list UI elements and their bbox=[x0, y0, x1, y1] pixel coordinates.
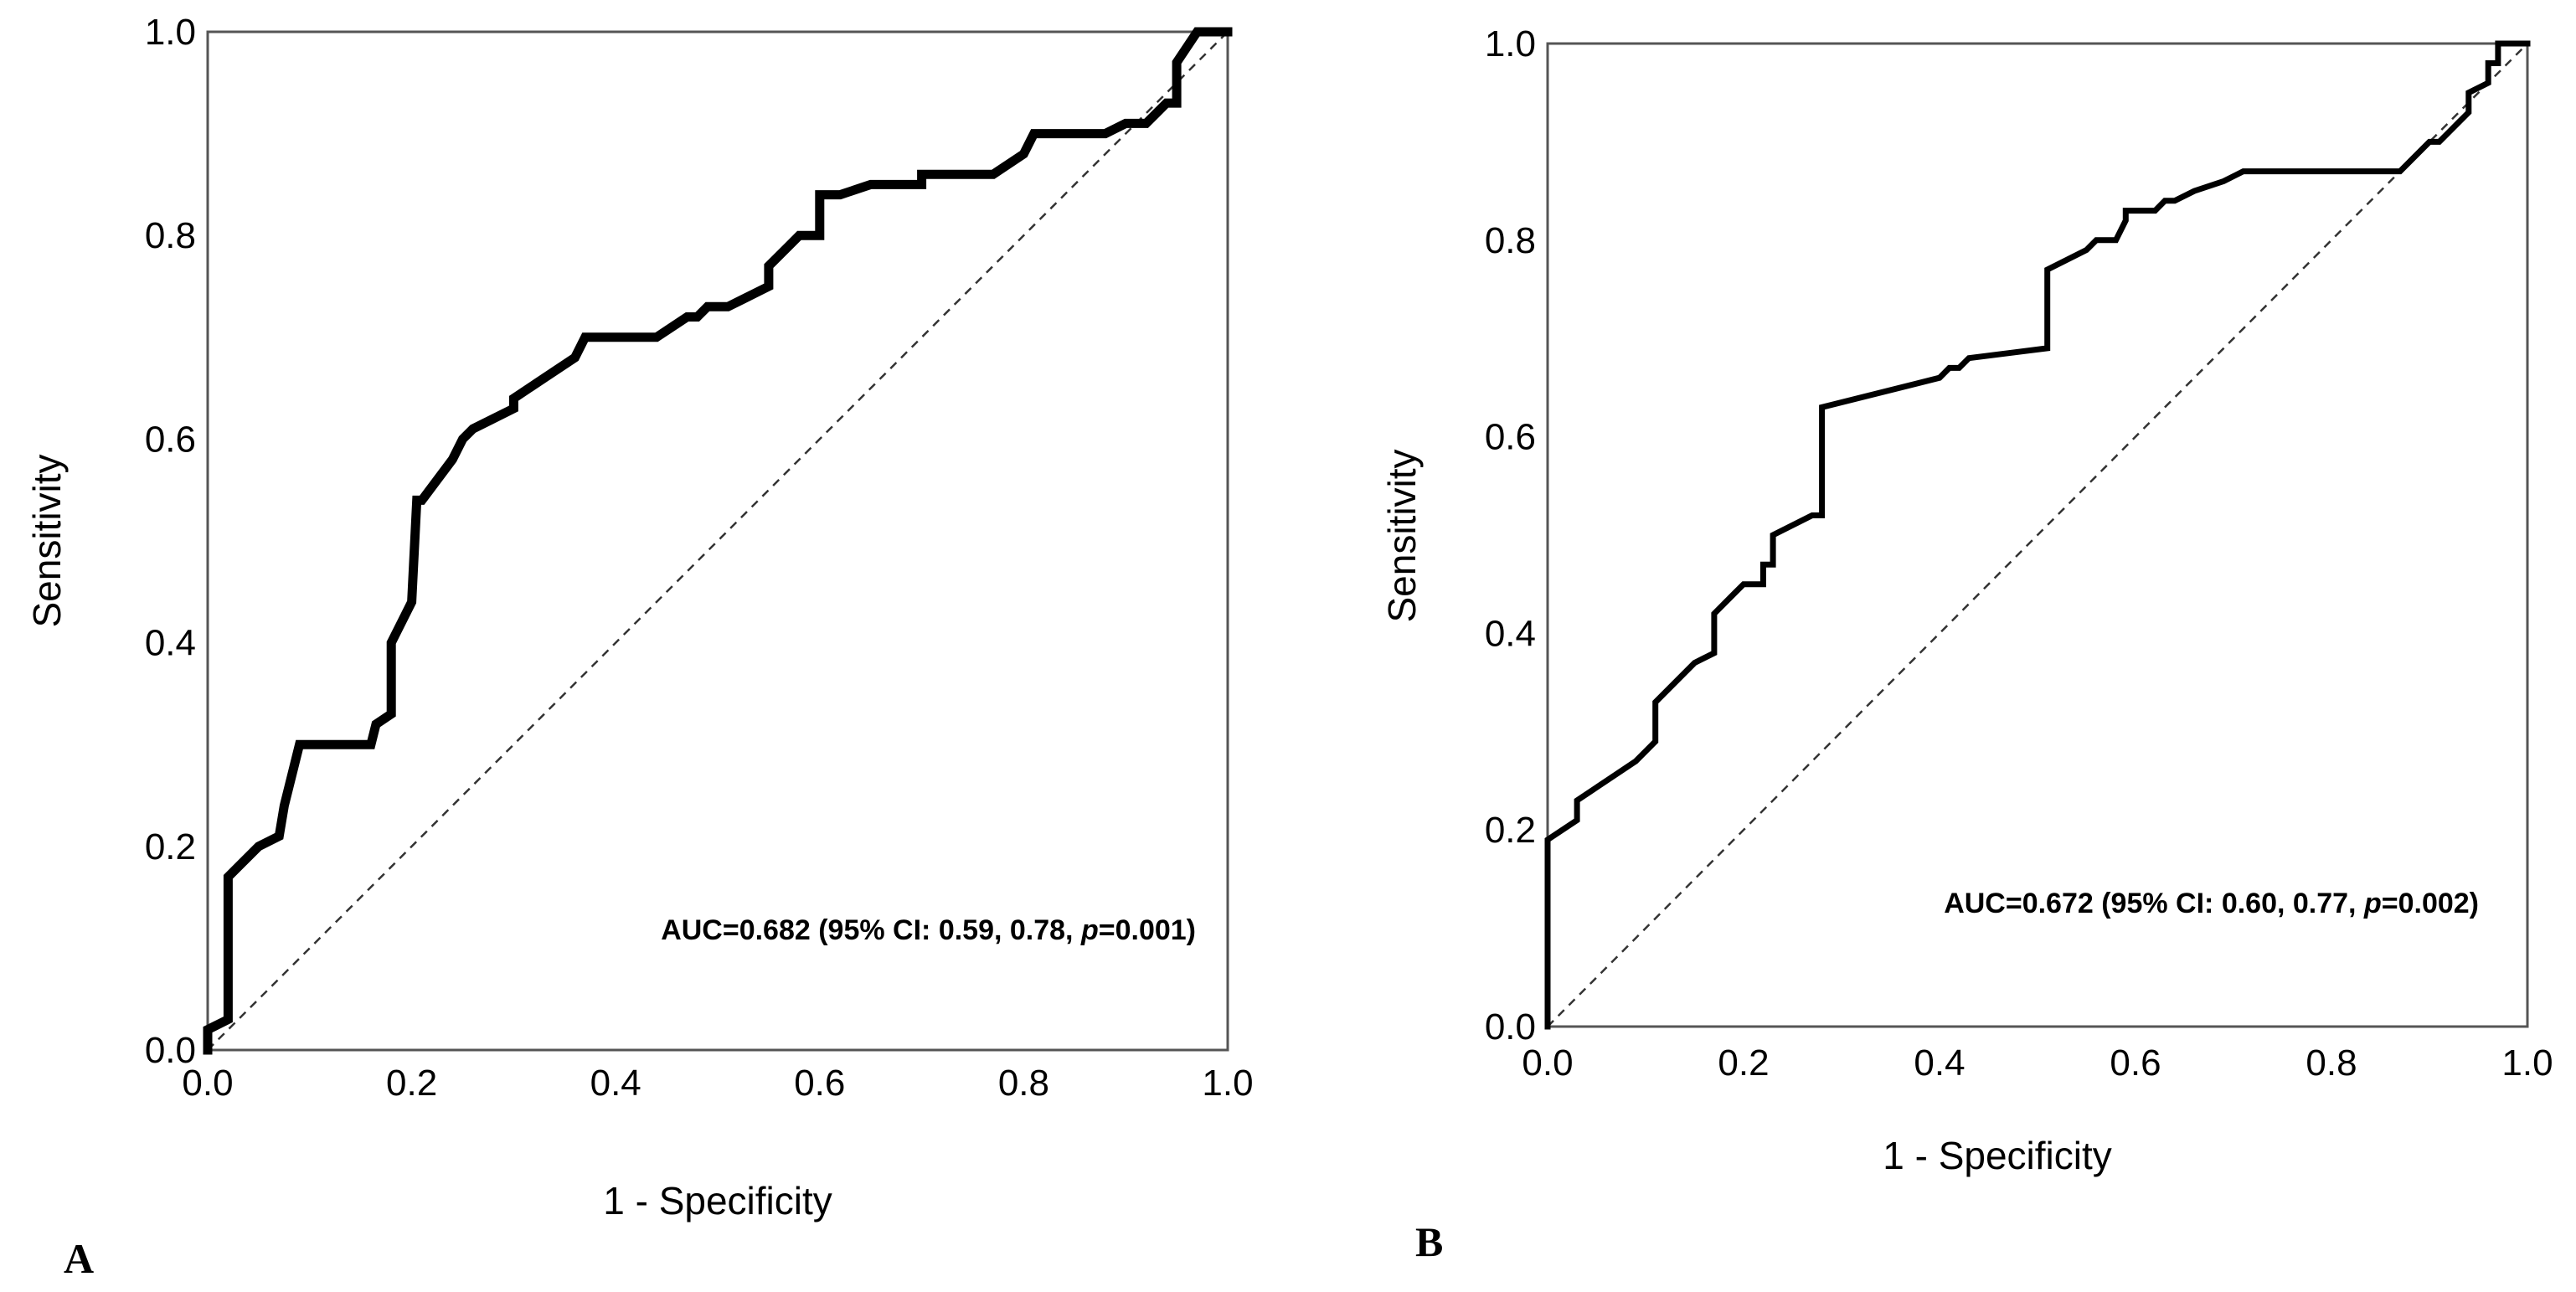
p-value-b: =0.002) bbox=[2382, 888, 2479, 919]
panel-label-b: B bbox=[1415, 1218, 1443, 1265]
y-tick-label-a: 0.6 bbox=[145, 419, 196, 460]
p-symbol-b: p bbox=[2363, 888, 2382, 919]
y-tick-label-b: 0.0 bbox=[1485, 1006, 1536, 1047]
y-tick-label-a: 1.0 bbox=[145, 12, 196, 53]
x-tick-label-a: 1.0 bbox=[1202, 1063, 1253, 1104]
y-tick-label-a: 0.4 bbox=[145, 623, 196, 664]
y-tick-label-a: 0.0 bbox=[145, 1030, 196, 1071]
plot-frame-a bbox=[206, 30, 1229, 1052]
ylabel-b: Sensitivity bbox=[1380, 449, 1424, 622]
ylabel-a: Sensitivity bbox=[25, 454, 69, 627]
axis-ticks-b: 0.0 0.2 0.4 0.6 0.8 1.0 0.0 0.2 0.4 0.6 0.8 1.0 bbox=[1485, 23, 2553, 1084]
x-tick-label-a: 0.0 bbox=[182, 1063, 233, 1104]
x-tick-label-a: 0.8 bbox=[998, 1063, 1049, 1104]
auc-annotation-a: AUC=0.682 (95% CI: 0.59, 0.78, p=0.001) bbox=[661, 914, 1196, 946]
p-value-a: =0.001) bbox=[1099, 914, 1196, 946]
x-tick-label-b: 0.2 bbox=[1718, 1042, 1769, 1084]
y-tick-label-b: 0.2 bbox=[1485, 810, 1536, 851]
auc-annotation-b: AUC=0.672 (95% CI: 0.60, 0.77, p=0.002) bbox=[1944, 888, 2479, 919]
x-tick-label-b: 0.4 bbox=[1914, 1042, 1965, 1084]
xlabel-b: 1 - Specificity bbox=[1883, 1134, 2112, 1177]
roc-curve-b bbox=[1544, 40, 2531, 1030]
x-tick-label-a: 0.4 bbox=[590, 1063, 641, 1104]
x-tick-label-a: 0.6 bbox=[794, 1063, 845, 1104]
y-tick-label-a: 0.2 bbox=[145, 826, 196, 867]
y-tick-label-b: 0.8 bbox=[1485, 220, 1536, 261]
y-tick-label-a: 0.8 bbox=[145, 215, 196, 256]
x-tick-label-b: 0.6 bbox=[2110, 1042, 2161, 1084]
x-tick-label-b: 0.8 bbox=[2306, 1042, 2357, 1084]
y-tick-label-b: 0.6 bbox=[1485, 417, 1536, 458]
y-tick-label-b: 0.4 bbox=[1485, 613, 1536, 654]
x-tick-label-b: 0.0 bbox=[1522, 1042, 1573, 1084]
panel-a: 0.0 0.2 0.4 0.6 0.8 1.0 0.0 0.2 0.4 0.6 0.8 1.0 Sen… bbox=[25, 12, 1254, 1282]
reference-diagonal-b bbox=[1547, 43, 2528, 1027]
panel-label-a: A bbox=[64, 1235, 94, 1282]
panel-b: 0.0 0.2 0.4 0.6 0.8 1.0 0.0 0.2 0.4 0.6 0.8 1.0 Sen… bbox=[1380, 23, 2553, 1265]
axis-ticks-a: 0.0 0.2 0.4 0.6 0.8 1.0 0.0 0.2 0.4 0.6 0.8 1.0 bbox=[145, 12, 1254, 1104]
y-tick-label-b: 1.0 bbox=[1485, 23, 1536, 64]
auc-text-a: AUC=0.682 (95% CI: 0.59, 0.78, bbox=[661, 914, 1081, 946]
auc-text-b: AUC=0.672 (95% CI: 0.60, 0.77, bbox=[1944, 888, 2364, 919]
x-tick-label-a: 0.2 bbox=[386, 1063, 437, 1104]
xlabel-a: 1 - Specificity bbox=[603, 1179, 832, 1223]
x-tick-label-b: 1.0 bbox=[2501, 1042, 2553, 1084]
p-symbol-a: p bbox=[1080, 914, 1099, 946]
roc-curve-a bbox=[203, 27, 1233, 1055]
